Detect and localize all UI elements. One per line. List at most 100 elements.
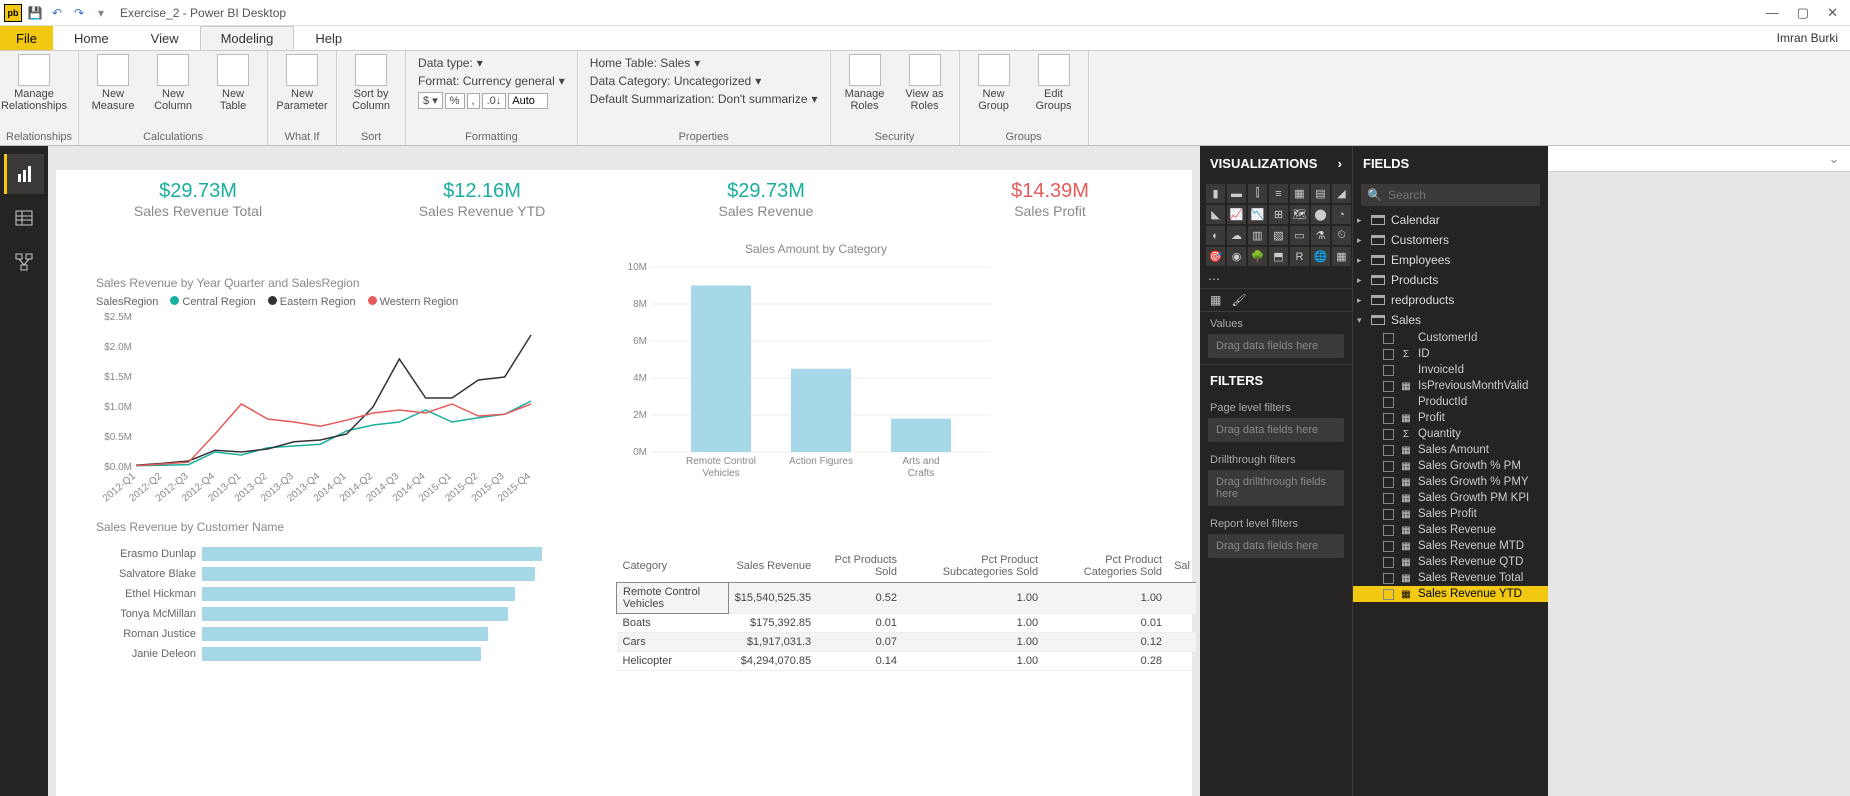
viz-type-icon[interactable]: ▬	[1227, 184, 1246, 203]
tab-home[interactable]: Home	[53, 26, 130, 50]
field-checkbox[interactable]	[1383, 333, 1394, 344]
field-checkbox[interactable]	[1383, 397, 1394, 408]
currency-button[interactable]: $ ▾	[418, 92, 443, 109]
field-checkbox[interactable]	[1383, 349, 1394, 360]
undo-icon[interactable]: ↶	[48, 4, 66, 22]
table-row[interactable]: Boats$175,392.850.011.000.01	[617, 614, 1197, 633]
data-table[interactable]: CategorySales RevenuePct Products SoldPc…	[616, 550, 1196, 671]
tab-modeling[interactable]: Modeling	[200, 26, 295, 50]
tab-view[interactable]: View	[130, 26, 200, 50]
new-column-button[interactable]: NewColumn	[145, 54, 201, 112]
viz-type-icon[interactable]: ⬒	[1269, 247, 1288, 266]
field-item[interactable]: ▦ Sales Revenue YTD	[1353, 586, 1548, 602]
viz-type-icon[interactable]: ◐	[1206, 226, 1225, 245]
viz-type-icon[interactable]: ▥	[1248, 226, 1267, 245]
collapse-viz-icon[interactable]: ›	[1338, 156, 1342, 171]
new-table-button[interactable]: NewTable	[205, 54, 261, 112]
user-name[interactable]: Imran Burki	[1765, 26, 1850, 50]
field-item[interactable]: ▦ IsPreviousMonthValid	[1353, 378, 1548, 394]
viz-type-icon[interactable]: ⏲	[1332, 226, 1351, 245]
table-row[interactable]: Remote Control Vehicles$15,540,525.350.5…	[617, 583, 1197, 614]
field-checkbox[interactable]	[1383, 477, 1394, 488]
tab-help[interactable]: Help	[294, 26, 363, 50]
field-item[interactable]: Σ Quantity	[1353, 426, 1548, 442]
viz-type-icon[interactable]: ⚗	[1311, 226, 1330, 245]
table-row[interactable]: Cars$1,917,031.30.071.000.12	[617, 633, 1197, 652]
field-table[interactable]: Sales	[1353, 310, 1548, 330]
viz-type-icon[interactable]: ◣	[1206, 205, 1225, 224]
field-item[interactable]: ▦ Sales Revenue	[1353, 522, 1548, 538]
hbar-row[interactable]: Erasmo Dunlap	[96, 544, 566, 564]
data-view-icon[interactable]	[4, 198, 44, 238]
field-checkbox[interactable]	[1383, 589, 1394, 600]
kpi-card[interactable]: $14.39M Sales Profit	[908, 180, 1192, 240]
viz-type-icon[interactable]: ≡	[1269, 184, 1288, 203]
expand-formula-icon[interactable]: ⌄	[1824, 151, 1844, 167]
viz-type-icon[interactable]: ⬤	[1311, 205, 1330, 224]
field-item[interactable]: ▦ Sales Growth % PMY	[1353, 474, 1548, 490]
new-measure-button[interactable]: NewMeasure	[85, 54, 141, 112]
field-item[interactable]: ▦ Sales Revenue QTD	[1353, 554, 1548, 570]
viz-type-icon[interactable]: ☁	[1227, 226, 1246, 245]
viz-type-icon[interactable]: R	[1290, 247, 1309, 266]
viz-type-icon[interactable]: ◔	[1332, 205, 1351, 224]
data-type-dropdown[interactable]: Data type: ▾	[418, 56, 565, 70]
field-checkbox[interactable]	[1383, 365, 1394, 376]
kpi-card[interactable]: $29.73M Sales Revenue	[624, 180, 908, 240]
field-table[interactable]: redproducts	[1353, 290, 1548, 310]
field-item[interactable]: ▦ Profit	[1353, 410, 1548, 426]
fields-well-icon[interactable]: ▦	[1210, 293, 1221, 307]
viz-type-icon[interactable]: ▦	[1332, 247, 1351, 266]
hbar-row[interactable]: Roman Justice	[96, 624, 566, 644]
manage-roles-button[interactable]: ManageRoles	[837, 54, 893, 112]
data-category-dropdown[interactable]: Data Category: Uncategorized ▾	[590, 74, 818, 88]
field-checkbox[interactable]	[1383, 525, 1394, 536]
viz-type-icon[interactable]: ▤	[1311, 184, 1330, 203]
field-item[interactable]: ▦ Sales Amount	[1353, 442, 1548, 458]
viz-type-icon[interactable]: ⫿	[1248, 184, 1267, 203]
summarization-dropdown[interactable]: Default Summarization: Don't summarize ▾	[590, 92, 818, 106]
field-item[interactable]: ProductId	[1353, 394, 1548, 410]
table-row[interactable]: Helicopter$4,294,070.850.141.000.28	[617, 652, 1197, 671]
field-checkbox[interactable]	[1383, 413, 1394, 424]
edit-groups-button[interactable]: EditGroups	[1026, 54, 1082, 112]
field-table[interactable]: Products	[1353, 270, 1548, 290]
field-checkbox[interactable]	[1383, 509, 1394, 520]
redo-icon[interactable]: ↷	[70, 4, 88, 22]
save-icon[interactable]: 💾	[26, 4, 44, 22]
report-filters-well[interactable]: Drag data fields here	[1208, 534, 1344, 558]
kpi-card[interactable]: $29.73M Sales Revenue Total	[56, 180, 340, 240]
fields-search-input[interactable]	[1388, 188, 1543, 202]
viz-type-icon[interactable]: 📈	[1227, 205, 1246, 224]
report-page[interactable]: $29.73M Sales Revenue Total $12.16M Sale…	[56, 170, 1192, 796]
field-table[interactable]: Calendar	[1353, 210, 1548, 230]
field-checkbox[interactable]	[1383, 541, 1394, 552]
field-checkbox[interactable]	[1383, 429, 1394, 440]
viz-type-icon[interactable]: 📉	[1248, 205, 1267, 224]
viz-type-icon[interactable]: ⊞	[1269, 205, 1288, 224]
report-view-icon[interactable]	[4, 154, 44, 194]
viz-type-icon[interactable]: 🌐	[1311, 247, 1330, 266]
drillthrough-well[interactable]: Drag drillthrough fields here	[1208, 470, 1344, 506]
field-checkbox[interactable]	[1383, 445, 1394, 456]
format-well-icon[interactable]: 🖌	[1231, 293, 1246, 307]
hbar-row[interactable]: Ethel Hickman	[96, 584, 566, 604]
field-item[interactable]: InvoiceId	[1353, 362, 1548, 378]
viz-type-icon[interactable]: 🗺	[1290, 205, 1309, 224]
viz-type-icon[interactable]: 🎯	[1206, 247, 1225, 266]
fields-search[interactable]: 🔍	[1361, 184, 1540, 206]
decimal-decrease-button[interactable]: .0↓	[482, 93, 507, 109]
field-checkbox[interactable]	[1383, 493, 1394, 504]
manage-relationships-button[interactable]: ManageRelationships	[6, 54, 62, 112]
maximize-icon[interactable]: ▢	[1797, 5, 1809, 21]
close-icon[interactable]: ✕	[1827, 5, 1838, 21]
values-drop-well[interactable]: Drag data fields here	[1208, 334, 1344, 358]
hbar-chart[interactable]: Sales Revenue by Customer Name Erasmo Du…	[96, 520, 566, 664]
viz-type-icon[interactable]: ▭	[1290, 226, 1309, 245]
decimal-places-input[interactable]	[508, 93, 548, 109]
field-item[interactable]: ▦ Sales Profit	[1353, 506, 1548, 522]
field-checkbox[interactable]	[1383, 573, 1394, 584]
model-view-icon[interactable]	[4, 242, 44, 282]
viz-type-icon[interactable]: ▦	[1290, 184, 1309, 203]
field-table[interactable]: Employees	[1353, 250, 1548, 270]
